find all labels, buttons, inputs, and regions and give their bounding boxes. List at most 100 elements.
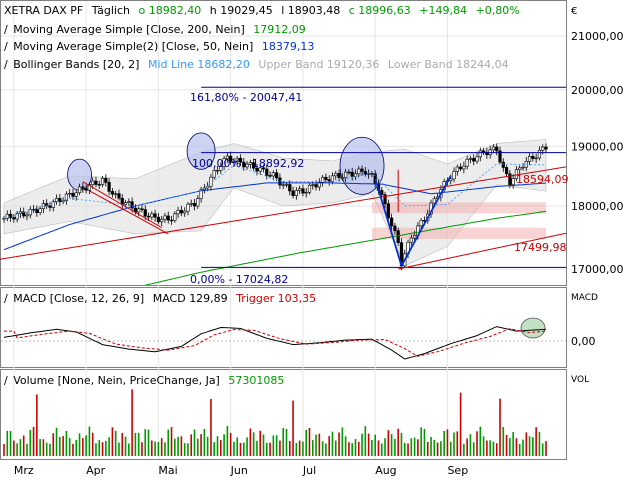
support-zone [371,202,546,214]
y-tick-label: 20000,00 [571,84,624,97]
x-tick-label: Jul [302,464,316,477]
ma200-value: 17912,09 [253,23,306,36]
candle-body [107,182,111,192]
change-value: +149,84 [419,4,467,17]
candle-body [311,184,315,186]
candle-body [120,197,124,205]
legend-line-icon: ∕ [4,292,8,305]
candle-body [235,157,239,162]
candle-body [432,198,436,204]
candle-body [370,173,374,175]
fib-161-label: 161,80% - 20047,41 [190,91,302,104]
symbol-label: XETRA DAX PF [4,4,83,17]
candle-body [304,191,308,194]
candle-body [363,171,367,175]
volume-legend: ∕ Volume [None, Nein, PriceChange, Ja] 5… [4,374,284,387]
candle-body [54,198,59,203]
candle-body [275,172,279,179]
ma200-label: Moving Average Simple [Close, 200, Nein] [13,23,245,36]
candle-body [462,165,466,170]
candle-body [238,157,243,163]
candle-body [160,218,164,223]
candle-body [298,188,302,191]
candle-body [104,178,108,183]
candle-body [465,158,469,167]
candle-body [501,161,505,168]
volume-bars [3,389,547,456]
candle-body [255,167,259,172]
candle-body [179,209,183,214]
candle-body [196,198,200,207]
indicator-lines [0,86,566,285]
candle-body [508,173,512,185]
candle-body [77,186,82,194]
candle-body [74,192,78,197]
candle-body [130,201,134,209]
candle-body [268,175,272,177]
x-tick-label: Aug [375,464,396,477]
axis-ticks: 21000,00 20000,00 19000,00 18000,00 17000,00… [14,30,624,477]
bollinger-label: Bollinger Bands [20, 2] [13,58,139,71]
candle-body [504,167,509,175]
candle-body [140,208,144,210]
level-1-label: 18594,09 [516,173,569,186]
candle-body [25,214,29,217]
candle-body [258,167,262,172]
candle-body [284,184,289,186]
macd-legend: ∕ MACD [Close, 12, 26, 9] MACD 129,89 Tr… [4,292,316,305]
candle-body [51,201,55,208]
candle-body [252,162,256,169]
legend-line-icon: ∕ [4,58,8,71]
candle-body [123,202,128,205]
y-tick-label: 21000,00 [571,30,624,43]
candle-body [137,208,141,213]
long-trendline [0,166,566,260]
low-value: l 18903,48 [281,4,340,17]
candle-body [278,177,282,186]
candle-body [248,162,252,165]
candle-body [127,201,131,203]
candle-body [68,192,72,195]
candle-body [28,208,32,216]
volume-panel-frame [0,369,567,460]
chart-title: XETRA DAX PF Täglich o 18982,40 h 19029,… [4,4,520,17]
candle-body [534,157,538,160]
candle-body [84,188,88,191]
candle-body [458,166,463,170]
candle-body [383,194,387,205]
candle-body [350,171,354,177]
candle-body [153,213,157,218]
macd-axis-title: MACD [571,293,598,303]
candle-body [173,213,177,221]
x-tick-label: Apr [86,464,106,477]
close-value: c 18996,63 [349,4,411,17]
candle-body [301,188,305,194]
candle-body [219,166,223,171]
candle-body [97,184,101,186]
candle-body [281,184,285,186]
candle-body [478,150,482,158]
candle-body [186,203,190,212]
candle-body [518,167,522,170]
candle-body [491,146,496,151]
candle-body [232,161,236,163]
highlight-circle [186,132,216,170]
ma50-value: 18379,13 [262,40,315,53]
candle-body [261,167,266,170]
macd-zero-tick: 0,00 [571,335,596,348]
candle-body [215,170,220,172]
candle-body [242,161,246,168]
candle-body [340,177,344,179]
y-tick-label: 19000,00 [571,140,624,153]
candle-body [222,158,226,167]
candle-body [199,189,203,199]
candle-body [15,213,19,220]
candle-body [245,163,249,168]
candle-body [288,184,292,192]
legend-line-icon: ∕ [4,40,8,53]
candle-body [544,146,548,150]
candle-body [386,203,390,219]
macd-label: MACD [Close, 12, 26, 9] [13,292,144,305]
candle-body [71,192,75,197]
